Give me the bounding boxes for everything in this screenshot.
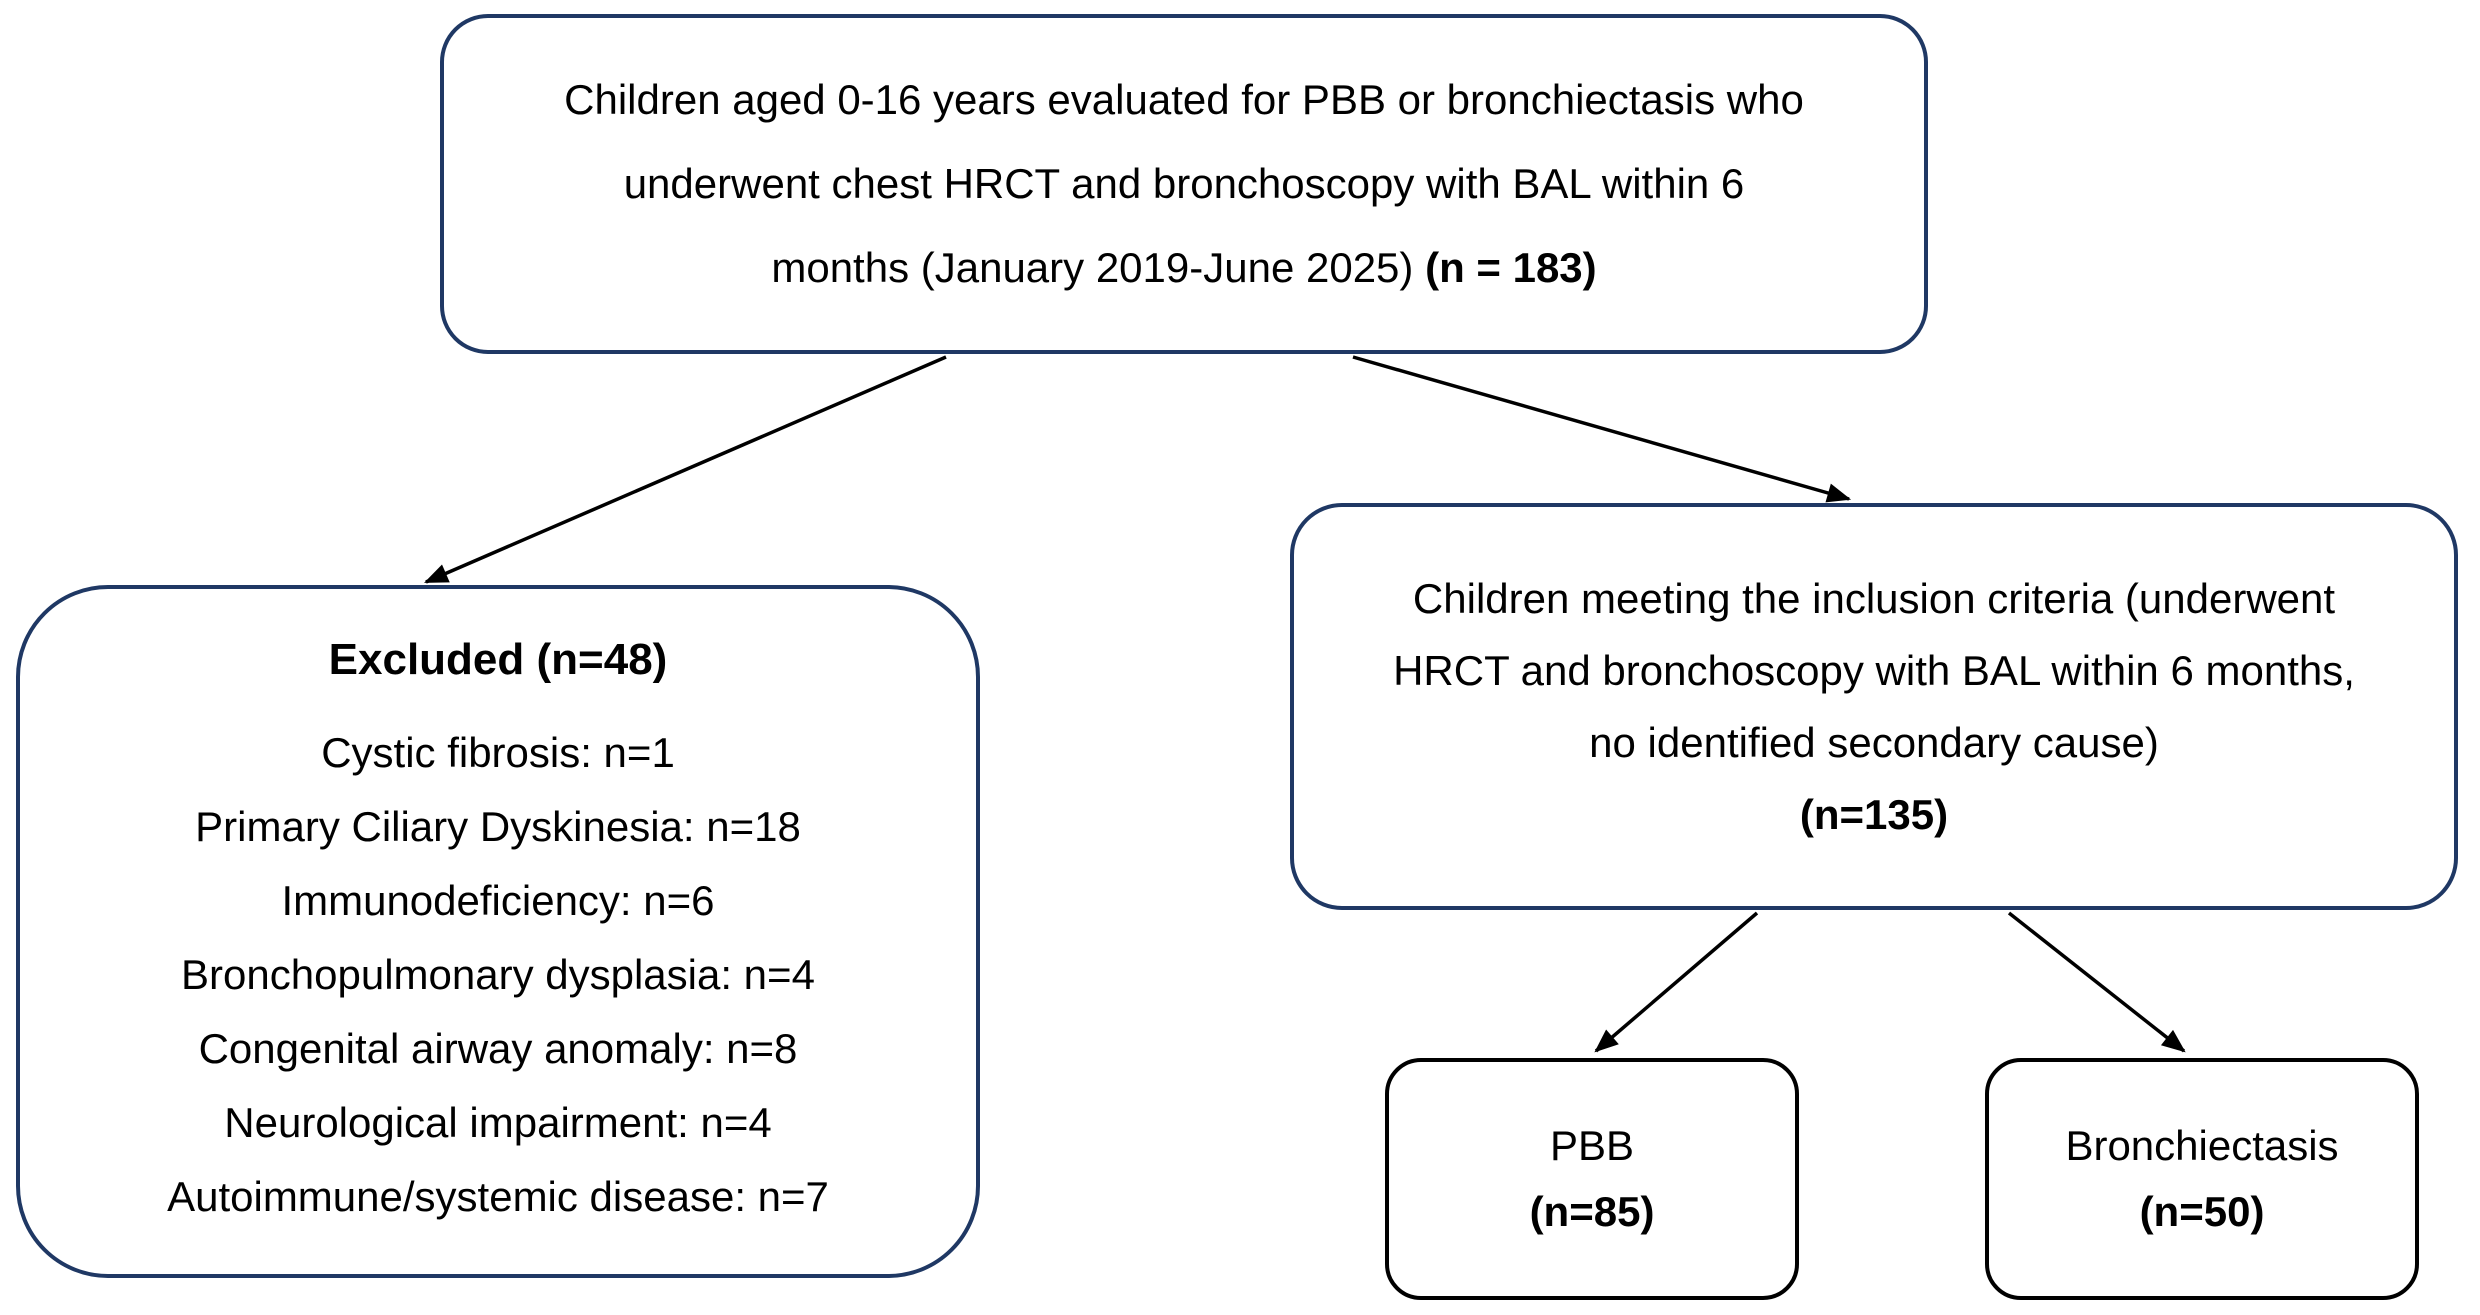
excluded-item: Congenital airway anomaly: n=8 bbox=[198, 1024, 798, 1072]
node-text-line: months (January 2019-June 2025) (n = 183… bbox=[771, 226, 1596, 310]
node-inclusion-criteria: Children meeting the inclusion criteria … bbox=[1290, 503, 2458, 910]
pbb-label: PBB bbox=[1549, 1122, 1635, 1169]
arrow-inclusion-to-bronchiectasis-icon bbox=[2007, 911, 2186, 1053]
excluded-item: Autoimmune/systemic disease: n=7 bbox=[167, 1172, 829, 1220]
inclusion-count: (n=135) bbox=[1799, 790, 1949, 838]
node-pbb: PBB (n=85) bbox=[1385, 1058, 1799, 1300]
node-text-line: Children aged 0-16 years evaluated for P… bbox=[564, 76, 1804, 123]
node-text-regular: months (January 2019-June 2025) bbox=[771, 244, 1426, 291]
node-text-line: Children meeting the inclusion criteria … bbox=[1412, 574, 2336, 622]
excluded-item: Bronchopulmonary dysplasia: n=4 bbox=[181, 950, 815, 998]
node-text-line: underwent chest HRCT and bronchoscopy wi… bbox=[623, 160, 1745, 207]
node-evaluated-children: Children aged 0-16 years evaluated for P… bbox=[440, 14, 1928, 354]
node-excluded: Excluded (n=48) Cystic fibrosis: n=1 Pri… bbox=[16, 585, 980, 1278]
arrow-top-to-excluded-icon bbox=[424, 355, 947, 584]
arrow-inclusion-to-pbb-icon bbox=[1594, 911, 1759, 1053]
pbb-count: (n=85) bbox=[1529, 1188, 1655, 1235]
cohort-count: (n = 183) bbox=[1425, 244, 1597, 291]
excluded-item: Neurological impairment: n=4 bbox=[224, 1098, 772, 1146]
node-text-line: HRCT and bronchoscopy with BAL within 6 … bbox=[1393, 646, 2355, 694]
node-text-line: no identified secondary cause) bbox=[1589, 718, 2159, 766]
arrow-top-to-inclusion-icon bbox=[1352, 355, 1852, 503]
node-bronchiectasis: Bronchiectasis (n=50) bbox=[1985, 1058, 2419, 1300]
excluded-item: Primary Ciliary Dyskinesia: n=18 bbox=[195, 802, 801, 850]
bronchiectasis-count: (n=50) bbox=[2139, 1188, 2265, 1235]
excluded-item: Immunodeficiency: n=6 bbox=[281, 876, 715, 924]
bronchiectasis-label: Bronchiectasis bbox=[2065, 1122, 2339, 1169]
excluded-item: Cystic fibrosis: n=1 bbox=[321, 728, 675, 776]
excluded-title: Excluded (n=48) bbox=[328, 634, 668, 684]
